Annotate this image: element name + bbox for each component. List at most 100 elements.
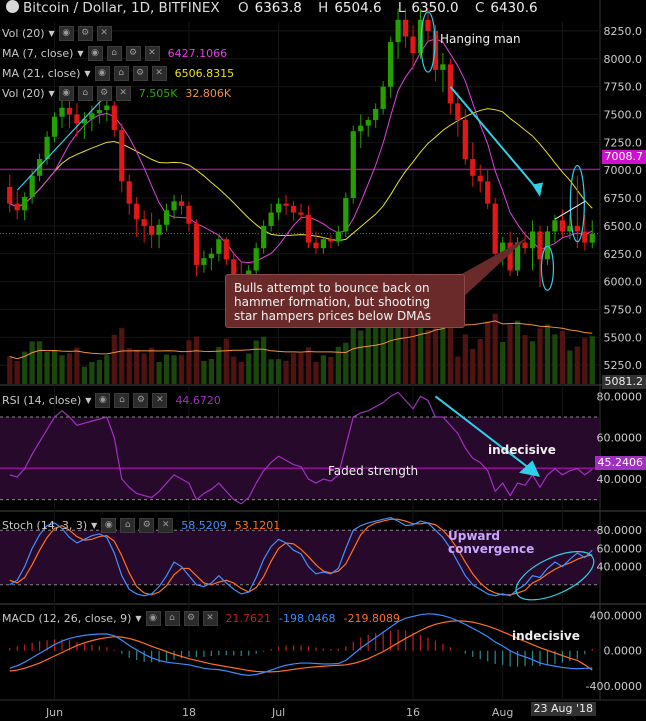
candle (51, 112, 58, 143)
pin-icon[interactable]: ⌂ (77, 86, 93, 101)
volume-bar (111, 334, 117, 384)
candle (537, 225, 543, 288)
close-icon[interactable]: ✕ (151, 66, 167, 81)
close-icon[interactable]: ✕ (96, 26, 112, 41)
eye-icon[interactable]: ◉ (58, 86, 74, 101)
eye-icon[interactable]: ◉ (145, 611, 161, 626)
volume-bar (36, 341, 43, 384)
candle (141, 210, 147, 243)
eye-icon[interactable]: ◉ (94, 66, 110, 81)
volume-bar (268, 359, 274, 384)
candle-body (380, 86, 386, 109)
macd-value1: 21.7621 (225, 612, 272, 625)
gear-icon[interactable]: ⚙ (77, 26, 93, 41)
volume-bar (567, 350, 573, 384)
close-icon[interactable]: ✕ (115, 86, 131, 101)
candle-body (126, 181, 132, 204)
volume-bar (126, 348, 132, 384)
volume-bar (163, 354, 170, 384)
indicator-stoch-row[interactable]: Stoch (14, 3, 3) ▼ ◉ ⌂ ⚙ ✕ 58.5209 53.12… (2, 518, 280, 533)
gear-icon[interactable]: ⚙ (139, 518, 155, 533)
gear-icon[interactable]: ⚙ (132, 66, 148, 81)
candle (358, 114, 364, 148)
candle-body (119, 130, 125, 182)
rsi-value: 44.6720 (175, 394, 221, 407)
chevron-down-icon[interactable]: ▼ (135, 614, 142, 623)
chart-header: Bitcoin / Dollar, 1D, BITFINEX O 6363.8 H… (0, 0, 550, 24)
candle-body (574, 225, 580, 232)
pin-icon[interactable]: ⌂ (114, 393, 130, 408)
candle (298, 203, 304, 221)
candle-body (290, 205, 297, 213)
indicator-ma7-row[interactable]: MA (7, close) ▼ ◉ ⌂ ⚙ ✕ 6427.1066 (2, 46, 227, 61)
eye-icon[interactable]: ◉ (87, 46, 103, 61)
rsi-indecisive-annotation: indecisive (488, 443, 556, 457)
indicator-vol-row[interactable]: Vol (20) ▼ ◉ ⚙ ✕ (2, 26, 112, 41)
candle-body (89, 113, 95, 119)
chevron-down-icon[interactable]: ▼ (77, 49, 84, 58)
candle-body (7, 186, 13, 204)
candle (320, 237, 327, 254)
pin-icon[interactable]: ⌂ (106, 46, 122, 61)
close-icon[interactable]: ✕ (202, 611, 218, 626)
gear-icon[interactable]: ⚙ (96, 86, 112, 101)
chevron-down-icon[interactable]: ▼ (91, 521, 98, 530)
chevron-down-icon[interactable]: ▼ (48, 89, 55, 98)
candle-body (522, 242, 528, 249)
chevron-down-icon[interactable]: ▼ (84, 69, 91, 78)
candle (432, 25, 439, 82)
callout-line-3: star hampers prices below DMAs (234, 309, 431, 323)
volume-bar (305, 347, 312, 384)
indicator-macd-row[interactable]: MACD (12, 26, close, 9) ▼ ◉ ⌂ ⚙ ✕ 21.762… (2, 611, 400, 626)
eye-icon[interactable]: ◉ (58, 26, 74, 41)
candle (111, 101, 117, 137)
candle (104, 101, 110, 122)
eye-icon[interactable]: ◉ (95, 393, 111, 408)
pin-icon[interactable]: ⌂ (113, 66, 129, 81)
volume-bar (410, 313, 416, 384)
close-icon[interactable]: ✕ (158, 518, 174, 533)
indicator-ma21-row[interactable]: MA (21, close) ▼ ◉ ⌂ ⚙ ✕ 6506.8315 (2, 66, 234, 81)
candle-body (529, 231, 536, 249)
pin-icon[interactable]: ⌂ (120, 518, 136, 533)
candle (350, 125, 356, 204)
chevron-down-icon[interactable]: ▼ (48, 29, 55, 38)
volume-bar (544, 324, 551, 384)
indicator-rsi-row[interactable]: RSI (14, close) ▼ ◉ ⌂ ⚙ ✕ 44.6720 (2, 393, 221, 408)
volume-bar (373, 318, 379, 384)
volume-bar (462, 334, 468, 384)
gear-icon[interactable]: ⚙ (133, 393, 149, 408)
volume-bar (238, 361, 244, 384)
gear-icon[interactable]: ⚙ (183, 611, 199, 626)
volume-bar (343, 342, 349, 384)
candle-body (29, 175, 35, 197)
candle-body (328, 239, 334, 242)
candle (290, 201, 297, 221)
macd-indecisive-annotation: indecisive (512, 629, 580, 643)
volume-bar (171, 355, 177, 384)
volume-bar (365, 326, 371, 384)
candle-body (134, 203, 140, 220)
pin-icon[interactable]: ⌂ (164, 611, 180, 626)
close-icon[interactable]: ✕ (144, 46, 160, 61)
rsi-line (9, 391, 593, 505)
candle (201, 250, 207, 273)
macd-y-tick-label: -400.0000 (586, 680, 642, 693)
indicator-vol20-row[interactable]: Vol (20) ▼ ◉ ⌂ ⚙ ✕ 7.505K 32.806K (2, 86, 231, 101)
candle-body (231, 259, 237, 277)
volume-bar (283, 360, 289, 384)
candle (470, 142, 476, 187)
volume-bar (358, 330, 364, 384)
chevron-down-icon[interactable]: ▼ (85, 396, 92, 405)
candle-body (74, 114, 80, 124)
volume-bar (402, 317, 409, 384)
volume-bar (44, 351, 50, 384)
rsi-y-tick-label: 60.0000 (597, 432, 643, 445)
gear-icon[interactable]: ⚙ (125, 46, 141, 61)
candle-body (373, 108, 379, 121)
eye-icon[interactable]: ◉ (101, 518, 117, 533)
x-tick-label: Aug (492, 706, 513, 719)
close-icon[interactable]: ✕ (152, 393, 168, 408)
y-tick-label: 7250.0 (604, 136, 643, 149)
